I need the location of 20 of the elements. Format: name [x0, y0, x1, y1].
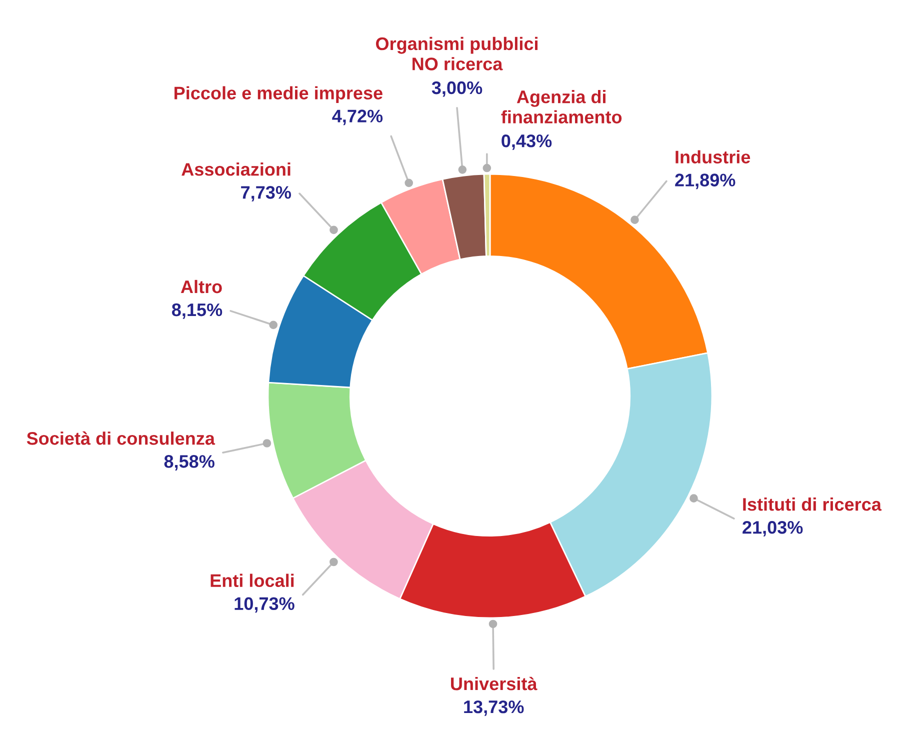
data-label: 7,73% [241, 186, 292, 202]
slice-label: Industrie [676, 150, 750, 164]
slice-label: Organismi pubblici NO ricerca [376, 36, 538, 70]
slice-label: Associazioni [182, 162, 290, 176]
data-label: 3,00% [432, 81, 482, 97]
data-label: 0,43% [502, 134, 552, 150]
data-label: 8,15% [172, 303, 222, 319]
data-label: 10,73% [234, 597, 294, 613]
slice-label: Istituti di ricerca [743, 498, 882, 511]
slice-label: Enti locali [210, 574, 294, 588]
slice-label: Società di consulenza [26, 431, 216, 445]
data-label: 4,72% [332, 110, 383, 126]
slice-label: Università [451, 676, 538, 690]
data-label: 13,73% [464, 700, 524, 716]
slice-label: Piccole e medie imprese [174, 86, 382, 104]
slice-label: Altro [180, 280, 222, 294]
slice-label: Agenzia di finanziamento [501, 90, 622, 124]
data-label: 8,58% [164, 455, 214, 470]
data-label: 21,89% [675, 174, 736, 190]
data-label: 21,03% [742, 521, 803, 536]
